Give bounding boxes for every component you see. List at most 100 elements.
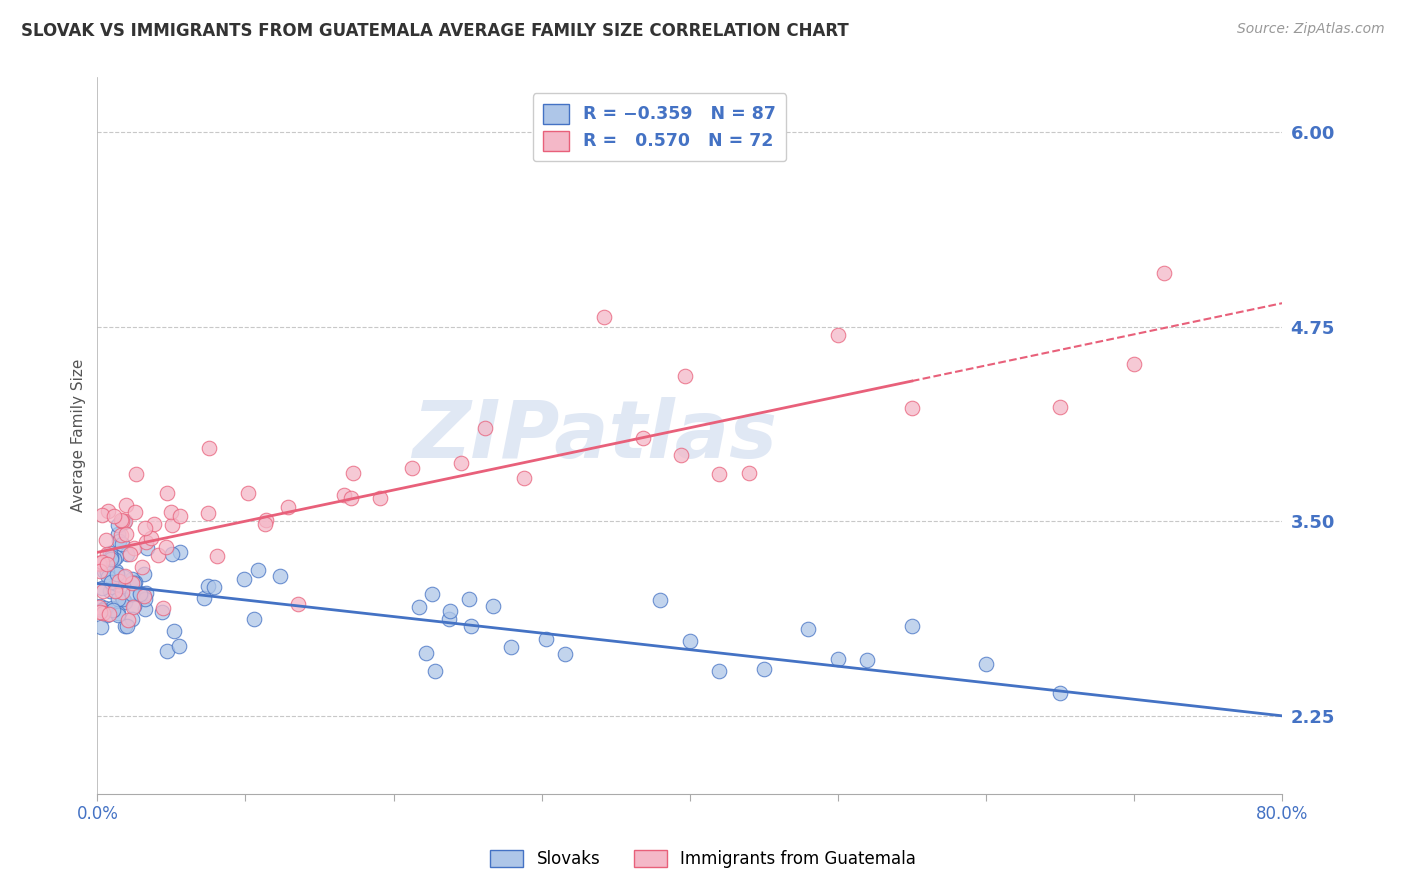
Point — [121, 612, 143, 626]
Point — [631, 431, 654, 445]
Point — [107, 592, 129, 607]
Point — [139, 531, 162, 545]
Point — [112, 515, 135, 529]
Point — [96, 565, 118, 579]
Point — [124, 575, 146, 590]
Point — [439, 604, 461, 618]
Point — [437, 612, 460, 626]
Point — [97, 570, 120, 584]
Point — [115, 547, 138, 561]
Point — [97, 504, 120, 518]
Point — [114, 595, 136, 609]
Point — [96, 607, 118, 622]
Point — [332, 488, 354, 502]
Point — [146, 549, 169, 563]
Point — [197, 506, 219, 520]
Text: ZIPatlas: ZIPatlas — [412, 397, 778, 475]
Point — [205, 549, 228, 564]
Point — [122, 599, 145, 613]
Point — [117, 613, 139, 627]
Point — [87, 556, 110, 570]
Point — [401, 460, 423, 475]
Point — [709, 665, 731, 679]
Point — [129, 586, 152, 600]
Point — [827, 651, 849, 665]
Point — [107, 606, 129, 620]
Point — [152, 601, 174, 615]
Point — [856, 653, 879, 667]
Point — [89, 564, 111, 578]
Point — [121, 575, 143, 590]
Point — [128, 586, 150, 600]
Point — [134, 521, 156, 535]
Point — [197, 441, 219, 455]
Point — [246, 563, 269, 577]
Point — [752, 662, 775, 676]
Point — [1123, 357, 1146, 371]
Point — [112, 579, 135, 593]
Point — [96, 548, 118, 562]
Point — [797, 622, 820, 636]
Point — [738, 466, 761, 480]
Point — [156, 485, 179, 500]
Point — [114, 514, 136, 528]
Point — [125, 467, 148, 481]
Point — [111, 591, 134, 605]
Point — [136, 541, 159, 556]
Point — [110, 527, 132, 541]
Point — [256, 513, 278, 527]
Point — [197, 579, 219, 593]
Point — [118, 547, 141, 561]
Point — [827, 328, 849, 343]
Point — [673, 368, 696, 383]
Point — [287, 597, 309, 611]
Point — [107, 608, 129, 623]
Point — [167, 639, 190, 653]
Point — [111, 537, 134, 551]
Point — [277, 500, 299, 515]
Text: Source: ZipAtlas.com: Source: ZipAtlas.com — [1237, 22, 1385, 37]
Point — [593, 310, 616, 324]
Point — [87, 599, 110, 614]
Point — [96, 558, 118, 572]
Point — [111, 514, 134, 528]
Point — [160, 547, 183, 561]
Point — [91, 555, 114, 569]
Point — [98, 546, 121, 560]
Point — [91, 606, 114, 620]
Point — [100, 549, 122, 564]
Point — [1153, 266, 1175, 280]
Point — [709, 467, 731, 482]
Point — [105, 566, 128, 581]
Point — [93, 565, 115, 579]
Point — [156, 644, 179, 658]
Point — [122, 599, 145, 614]
Point — [135, 534, 157, 549]
Point — [89, 599, 111, 613]
Point — [159, 505, 181, 519]
Point — [98, 584, 121, 599]
Point — [155, 540, 177, 554]
Point — [103, 509, 125, 524]
Point — [89, 605, 111, 619]
Point — [122, 575, 145, 590]
Point — [90, 603, 112, 617]
Point — [474, 420, 496, 434]
Point — [87, 557, 110, 571]
Point — [134, 602, 156, 616]
Point — [202, 580, 225, 594]
Point — [135, 586, 157, 600]
Point — [1049, 686, 1071, 700]
Point — [150, 605, 173, 619]
Point — [131, 588, 153, 602]
Point — [243, 612, 266, 626]
Point — [100, 574, 122, 589]
Point — [193, 591, 215, 606]
Point — [1049, 401, 1071, 415]
Point — [107, 518, 129, 533]
Point — [101, 600, 124, 615]
Point — [115, 619, 138, 633]
Point — [115, 527, 138, 541]
Point — [679, 634, 702, 648]
Point — [114, 570, 136, 584]
